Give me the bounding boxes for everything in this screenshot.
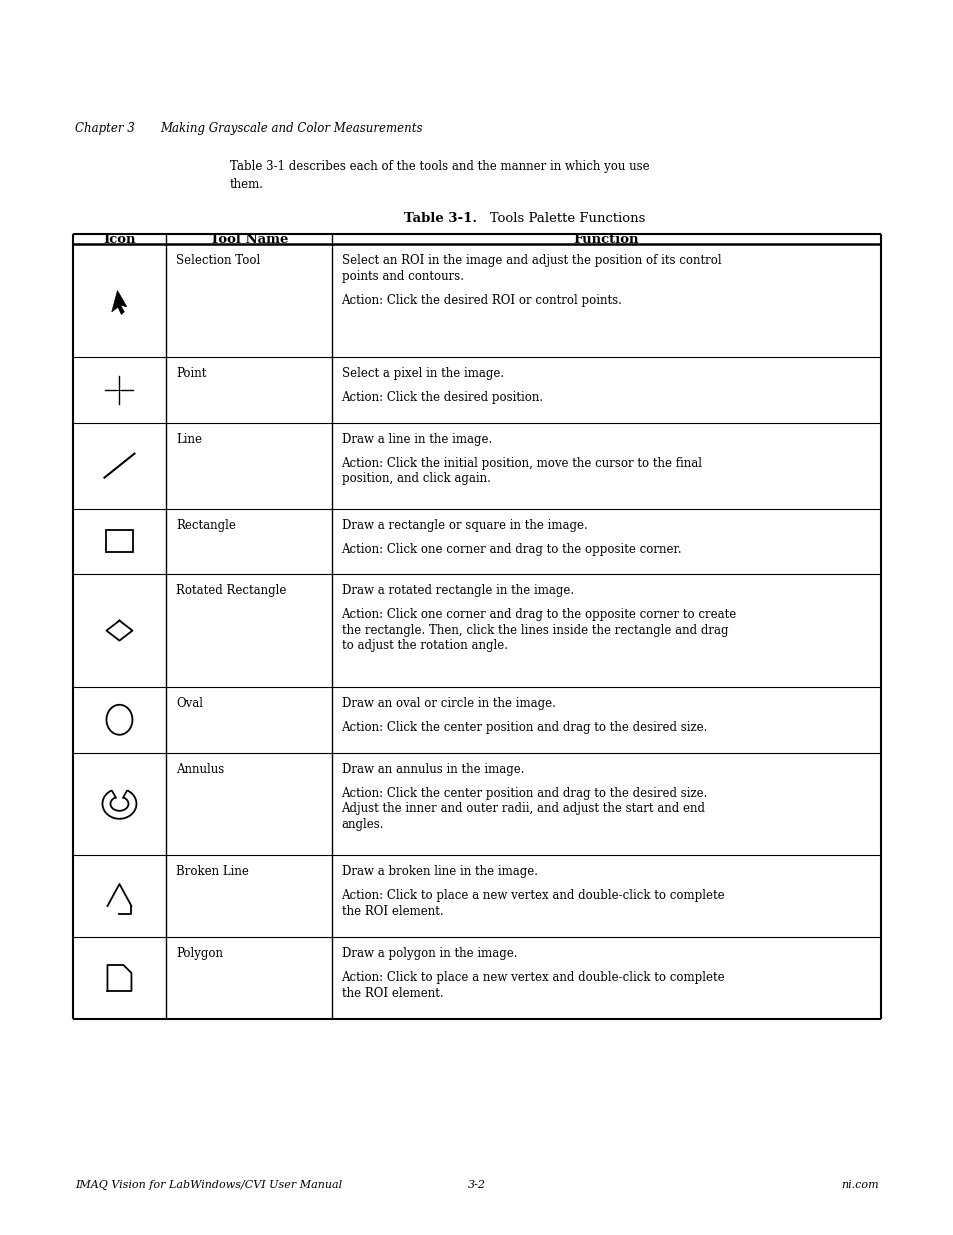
Bar [106,531,132,552]
Text: Action: Click the desired ROI or control points.: Action: Click the desired ROI or control… [341,294,621,306]
Text: Action: Click to place a new vertex and double-click to complete: Action: Click to place a new vertex and … [341,971,724,984]
Text: points and contours.: points and contours. [341,269,463,283]
Text: Annulus: Annulus [175,762,224,776]
Text: Draw an annulus in the image.: Draw an annulus in the image. [341,762,523,776]
Text: Draw a line in the image.: Draw a line in the image. [341,432,492,446]
Text: Polygon: Polygon [175,947,223,960]
Text: to adjust the rotation angle.: to adjust the rotation angle. [341,640,507,652]
Text: Rotated Rectangle: Rotated Rectangle [175,584,286,598]
Text: Action: Click the desired position.: Action: Click the desired position. [341,391,543,404]
Text: Draw an oval or circle in the image.: Draw an oval or circle in the image. [341,697,555,710]
Text: Action: Click the center position and drag to the desired size.: Action: Click the center position and dr… [341,721,707,734]
Text: Action: Click to place a new vertex and double-click to complete: Action: Click to place a new vertex and … [341,889,724,902]
Text: Draw a rotated rectangle in the image.: Draw a rotated rectangle in the image. [341,584,573,598]
Text: Draw a broken line in the image.: Draw a broken line in the image. [341,864,537,878]
Text: Draw a rectangle or square in the image.: Draw a rectangle or square in the image. [341,519,587,531]
Text: Tool Name: Tool Name [210,232,288,246]
Polygon shape [112,290,127,315]
Text: the ROI element.: the ROI element. [341,987,443,999]
Text: Point: Point [175,367,206,380]
Text: Icon: Icon [103,232,135,246]
Text: the rectangle. Then, click the lines inside the rectangle and drag: the rectangle. Then, click the lines ins… [341,624,727,637]
Text: Action: Click the center position and drag to the desired size.: Action: Click the center position and dr… [341,787,707,799]
Text: angles.: angles. [341,818,384,831]
Text: Select an ROI in the image and adjust the position of its control: Select an ROI in the image and adjust th… [341,254,720,267]
Text: Oval: Oval [175,697,203,710]
Text: Table 3-1 describes each of the tools and the manner in which you use: Table 3-1 describes each of the tools an… [230,161,649,173]
Text: Table 3-1.: Table 3-1. [403,212,476,225]
Text: Selection Tool: Selection Tool [175,254,260,267]
Text: Tools Palette Functions: Tools Palette Functions [476,212,644,225]
Text: position, and click again.: position, and click again. [341,472,490,485]
Text: Draw a polygon in the image.: Draw a polygon in the image. [341,947,517,960]
Text: Making Grayscale and Color Measurements: Making Grayscale and Color Measurements [160,122,422,135]
Text: Adjust the inner and outer radii, and adjust the start and end: Adjust the inner and outer radii, and ad… [341,802,705,815]
Text: Action: Click the initial position, move the cursor to the final: Action: Click the initial position, move… [341,457,701,469]
Text: Broken Line: Broken Line [175,864,249,878]
Text: Chapter 3: Chapter 3 [75,122,134,135]
Text: them.: them. [230,178,264,191]
Text: ni.com: ni.com [841,1179,878,1191]
Text: Action: Click one corner and drag to the opposite corner.: Action: Click one corner and drag to the… [341,542,681,556]
Text: the ROI element.: the ROI element. [341,904,443,918]
Text: Action: Click one corner and drag to the opposite corner to create: Action: Click one corner and drag to the… [341,609,736,621]
Text: IMAQ Vision for LabWindows/CVI User Manual: IMAQ Vision for LabWindows/CVI User Manu… [75,1179,342,1191]
Text: 3-2: 3-2 [468,1179,485,1191]
Text: Line: Line [175,432,202,446]
Text: Select a pixel in the image.: Select a pixel in the image. [341,367,503,380]
Text: Rectangle: Rectangle [175,519,235,531]
Text: Function: Function [573,232,639,246]
